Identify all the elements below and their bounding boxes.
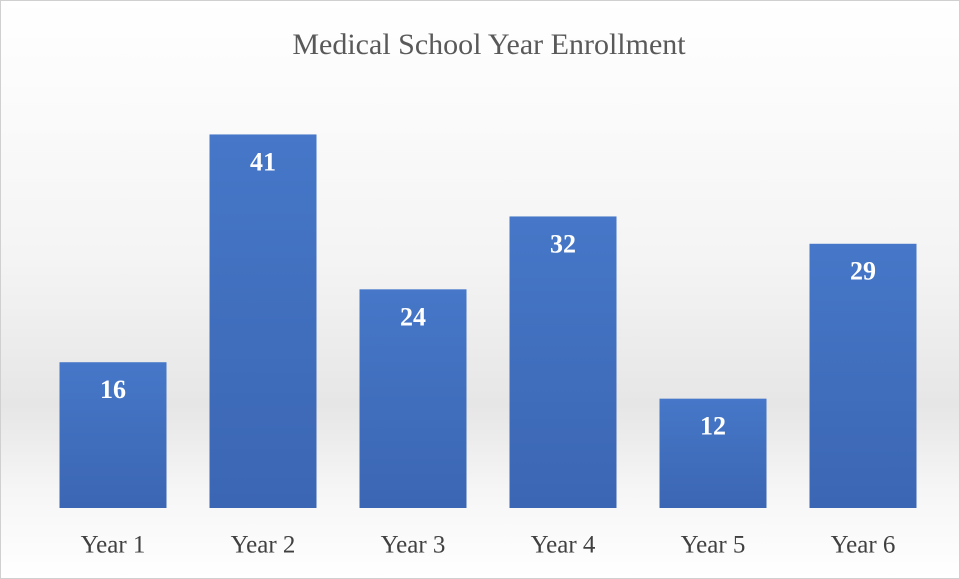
x-tick-label: Year 4 xyxy=(531,532,596,559)
bar xyxy=(359,289,467,508)
chart-title: Medical School Year Enrollment xyxy=(292,28,686,61)
x-tick-label: Year 6 xyxy=(831,532,896,559)
bar xyxy=(809,243,917,508)
x-tick-label: Year 5 xyxy=(681,532,746,559)
data-label: 32 xyxy=(550,229,576,258)
bar xyxy=(659,398,767,508)
data-label: 16 xyxy=(100,375,126,404)
data-label: 24 xyxy=(400,302,426,331)
data-label: 12 xyxy=(700,412,726,441)
x-tick-label: Year 2 xyxy=(231,532,296,559)
data-label: 29 xyxy=(850,257,876,286)
data-label: 41 xyxy=(250,147,276,176)
x-tick-label: Year 3 xyxy=(381,532,446,559)
bar xyxy=(59,362,167,508)
bar xyxy=(209,134,317,508)
bar xyxy=(509,216,617,508)
x-tick-label: Year 1 xyxy=(81,532,146,559)
